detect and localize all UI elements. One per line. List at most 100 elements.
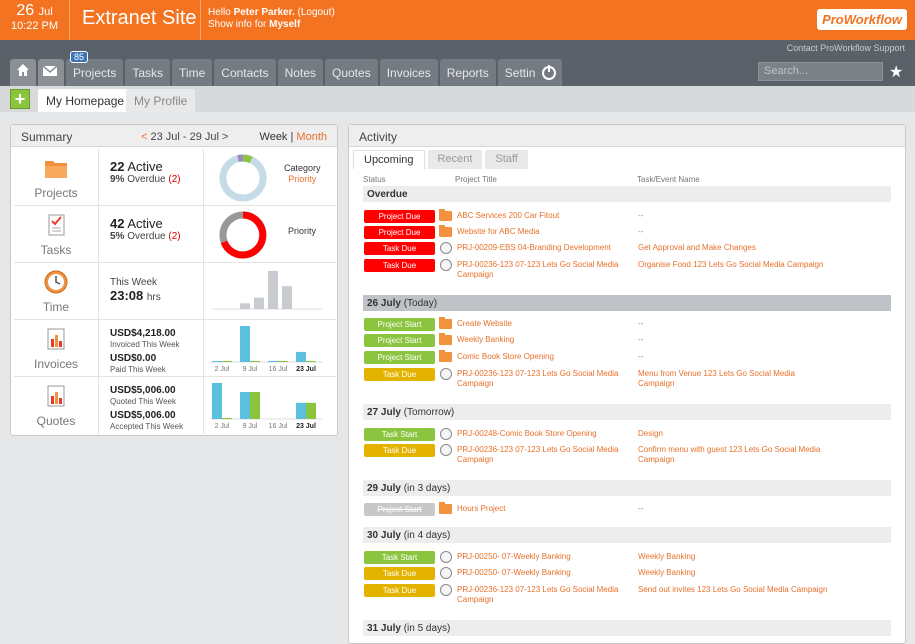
summary-row-quotes[interactable]: Quotes USD$5,006.00 Quoted This Week USD… [14,377,336,434]
nav-quotes[interactable]: Quotes [325,59,378,86]
activity-row: Project Due Website for ABC Media -- [363,225,891,241]
activity-row: Task Due PRJ-00236-123 07-123 Lets Go Soc… [363,583,891,604]
tab-staff[interactable]: Staff [485,150,528,169]
project-title-link[interactable]: PRJ-00236-123 07-123 Lets Go Social Medi… [457,445,619,464]
summary-row-projects[interactable]: Projects 22 Active 9% Overdue (2) Catego… [14,149,336,206]
proworkflow-logo[interactable]: ProWorkflow [817,9,907,30]
task-name-link[interactable]: Weekly Banking [638,568,696,577]
logout-link[interactable]: (Logout) [297,7,335,18]
status-badge: Task Start [364,551,435,564]
quotes-bar [222,418,232,419]
nav-contacts[interactable]: Contacts [214,59,276,86]
timer-button[interactable] [536,59,562,86]
section-header: 29 July (in 3 days) [363,480,891,496]
star-icon[interactable]: ★ [889,64,904,81]
show-info-for[interactable]: Myself [269,19,301,30]
accepted-label: Accepted This Week [110,422,184,431]
section-subtitle: (in 5 days) [403,623,451,634]
nav-notes[interactable]: Notes [277,59,323,86]
task-name-link[interactable]: Confirm menu with guest 123 Lets Go Soci… [638,445,821,464]
project-title-link[interactable]: PRJ-00236-123 07-123 Lets Go Social Medi… [457,369,619,388]
tab-upcoming[interactable]: Upcoming [353,150,425,169]
summary-title: Summary [11,125,337,147]
tab-recent[interactable]: Recent [427,150,483,169]
nav-time[interactable]: Time [172,59,213,86]
invoices-cell[interactable]: Invoices [14,320,99,376]
projects-overdue-count[interactable]: (2) [168,174,181,185]
project-title-link[interactable]: Create Website [457,319,512,328]
nav-reports[interactable]: Reports [439,59,496,86]
add-button[interactable]: + [10,89,30,109]
invoices-bar-chart: 2 Jul 9 Jul 16 Jul 23 Jul [210,326,322,373]
projects-category-label: Category [284,163,321,173]
quotes-tick-label: 16 Jul [269,423,288,430]
quotes-bar [296,402,306,419]
status-badge: Task Due [364,242,435,255]
current-time: 10:22 PM [10,20,59,32]
projects-active-label: Active [127,159,163,174]
top-bar: 26 Jul 10:22 PM Extranet Site Hello Pete… [0,0,915,40]
range-prev-button[interactable]: < [141,131,148,143]
col-task-header: Task/Event Name [637,175,700,184]
time-hours-unit: hrs [146,292,161,303]
invoiced-amount: USD$4,218.00 [110,328,176,339]
projects-priority-link[interactable]: Priority [288,174,317,184]
tab-my-profile[interactable]: My Profile [126,89,196,112]
activity-row: Task Due PRJ-00236-123 07-123 Lets Go Soc… [363,367,891,388]
nav-invoices[interactable]: Invoices [379,59,438,86]
messages-button[interactable]: 85 [38,51,89,86]
tab-my-homepage[interactable]: My Homepage [38,89,133,112]
activity-row: Project Start Comic Book Store Opening -- [363,350,891,366]
mail-icon [42,65,58,76]
projects-cell[interactable]: Projects [14,149,99,205]
project-title-link[interactable]: PRJ-00250- 07-Weekly Banking [457,552,571,561]
week-toggle[interactable]: Week [259,131,288,143]
search-input[interactable]: Search... [758,62,883,81]
tasks-cell[interactable]: Tasks [14,206,99,262]
date-display: 26 Jul 10:22 PM [0,0,70,40]
status-badge: Task Due [364,584,435,597]
nav-projects[interactable]: Projects [66,59,124,86]
activity-tabs: Upcoming Recent Staff [353,150,531,169]
sub-tab-bar: + My Homepage My Profile [0,86,915,112]
projects-active-count: 22 [110,159,125,174]
summary-row-time[interactable]: Time This Week 23:08 hrs [14,263,336,320]
task-name-link[interactable]: Design [638,429,663,438]
task-name-link: -- [638,319,644,328]
project-title-link[interactable]: PRJ-00250- 07-Weekly Banking [457,568,571,577]
project-title-link[interactable]: ABC Services 200 Car Fitout [457,211,560,220]
task-name-link[interactable]: Organise Food 123 Lets Go Social Media C… [638,260,824,269]
support-link[interactable]: Contact ProWorkflow Support [786,43,905,53]
task-name-link[interactable]: Get Approval and Make Changes [638,243,756,252]
toggle-separator: | [290,131,294,143]
invoices-tick-label: 9 Jul [243,366,258,373]
time-label: Time [42,300,70,314]
quotes-cell[interactable]: Quotes [14,377,99,434]
time-cell[interactable]: Time [14,263,99,319]
home-button[interactable] [10,59,36,86]
project-title-link[interactable]: PRJ-00248-Comic Book Store Opening [457,429,597,438]
range-label: 23 Jul - 29 Jul [150,131,219,143]
project-title-link[interactable]: PRJ-00209-EBS 04-Branding Development [457,243,611,252]
activity-row: Task Due PRJ-00209-EBS 04-Branding Develo… [363,241,891,257]
time-bar [282,286,292,309]
status-badge: Task Due [364,444,435,457]
summary-row-invoices[interactable]: Invoices USD$4,218.00 Invoiced This Week… [14,320,336,377]
tasks-overdue-count[interactable]: (2) [168,231,181,242]
task-name-link[interactable]: Send out invites 123 Lets Go Social Medi… [638,585,828,594]
task-name-link[interactable]: Menu from Venue 123 Lets Go Social Media… [638,369,795,388]
month-toggle[interactable]: Month [296,131,327,143]
project-title-link[interactable]: Comic Book Store Opening [457,352,554,361]
project-title-link[interactable]: Website for ABC Media [457,227,540,236]
summary-row-tasks[interactable]: Tasks 42 Active 5% Overdue (2) Priority [14,206,336,263]
nav-tasks[interactable]: Tasks [125,59,171,86]
task-name-link[interactable]: Weekly Banking [638,552,696,561]
site-title: Extranet Site [82,7,197,29]
section-title: 26 July [367,298,401,309]
status-badge: Task Due [364,368,435,381]
project-title-link[interactable]: PRJ-00236-123 07-123 Lets Go Social Medi… [457,260,619,279]
range-next-button[interactable]: > [222,131,229,143]
project-title-link[interactable]: Weekly Banking [457,335,515,344]
project-title-link[interactable]: PRJ-00236-123 07-123 Lets Go Social Medi… [457,585,619,604]
project-title-link[interactable]: Hours Project [457,504,506,513]
